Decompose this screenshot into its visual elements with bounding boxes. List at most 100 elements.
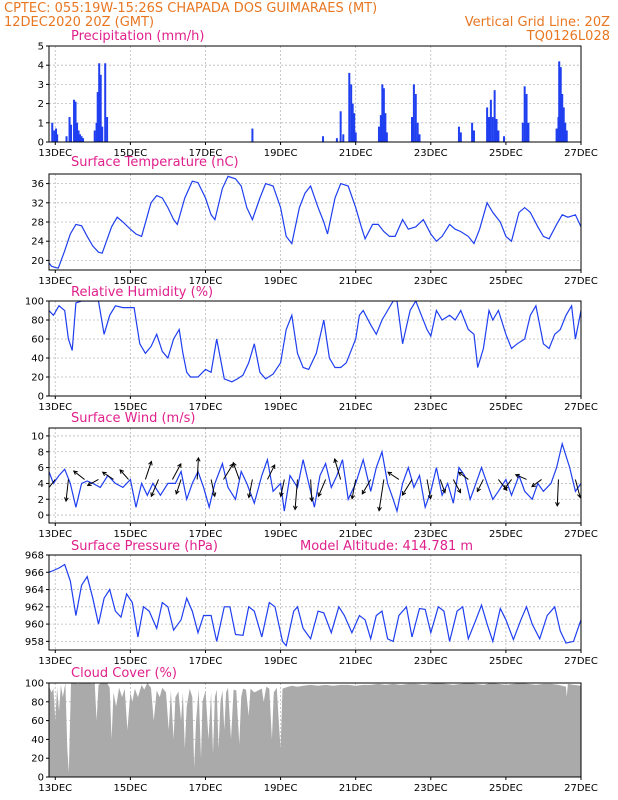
rh-panel: 0 20 40 60 80 100 13DEC 15DEC 17DEC 19DEC 21DEC 23D… (25, 285, 598, 413)
rh-plot (49, 301, 581, 383)
wind-arrow (150, 479, 159, 498)
pressure-xtick-label: 23DEC (414, 656, 448, 667)
wind-arrow-shaft (503, 479, 512, 490)
wind-arrow-head (555, 502, 560, 507)
wind-arrow (175, 479, 182, 495)
precip-bar (503, 136, 506, 142)
wind-arrow-head (101, 471, 107, 477)
precip-bar (384, 113, 387, 142)
wind-arrow-head (279, 492, 284, 498)
cloud-xtick-label: 15DEC (114, 783, 148, 794)
wind-arrow-head (175, 489, 180, 495)
precip-bar (379, 115, 382, 142)
wind-arrow-head (64, 497, 69, 503)
wind-arrow-head (177, 462, 182, 468)
rh-frame (48, 300, 582, 397)
precip-frame (48, 45, 582, 143)
temp-xtick-label: 23DEC (414, 276, 448, 287)
precip-bar (377, 126, 380, 142)
cloud-ytick-label: 40 (31, 735, 44, 746)
rh-ytick-label: 20 (31, 373, 44, 384)
rh-ytick-label: 80 (31, 316, 44, 327)
rh-xtick-label: 27DEC (564, 402, 598, 413)
chart-header: CPTEC: 055:19W-15:26S CHAPADA DOS GUIMAR… (4, 1, 610, 44)
wind-arrow-shaft (119, 469, 129, 480)
pressure-xtick-label: 25DEC (489, 656, 523, 667)
cloud-ytick-label: 100 (25, 679, 44, 690)
wind-arrow-shaft (223, 463, 234, 480)
wind-arrow-shaft (150, 479, 159, 497)
wind-arrow-shaft (426, 479, 432, 499)
wind-arrow (531, 479, 542, 488)
precip-bar (486, 107, 489, 142)
pressure-title: Surface Pressure (hPa) (71, 539, 218, 554)
rh-ytick-label: 100 (25, 297, 44, 308)
rh-xtick-label: 19DEC (264, 402, 298, 413)
precip-bar (565, 130, 568, 142)
chart-panels: 0 1 2 3 4 5 13DEC 15DEC 17DEC 19DEC 21DEC 23DEC 25DE… (25, 29, 598, 794)
precip-bar (106, 117, 109, 142)
wind-arrow-shaft (556, 479, 559, 506)
wind-arrow-head (119, 469, 125, 474)
wind-arrow-shaft (102, 471, 114, 480)
rh-xtick-label: 23DEC (414, 402, 448, 413)
precip-bar (93, 130, 96, 142)
wind-arrow-head (503, 485, 509, 490)
temp-panel: 20 24 28 32 36 13DEC 15DEC 17DEC 19DEC 21DEC 23DEC… (31, 155, 598, 287)
precip-bar (416, 122, 419, 142)
header-station: CPTEC: 055:19W-15:26S CHAPADA DOS GUIMAR… (4, 1, 377, 16)
precip-bar (350, 84, 353, 142)
wind-arrow-shaft (280, 479, 285, 497)
precip-bar (558, 61, 561, 142)
precip-bar (322, 136, 325, 142)
precip-bar (472, 130, 475, 142)
precip-bar (342, 134, 345, 142)
cloud-xtick-label: 23DEC (414, 783, 448, 794)
wind-arrow (555, 479, 560, 507)
wind-arrow-shaft (294, 479, 298, 510)
wind-arrow-head (333, 458, 338, 464)
pressure-ytick-label: 958 (25, 637, 44, 648)
precip-bar (521, 122, 524, 142)
precip-bar (74, 101, 77, 142)
wind-arrow-shaft (196, 457, 199, 480)
precip-ytick-label: 2 (38, 99, 44, 110)
precip-ytick-label: 0 (38, 138, 44, 149)
pressure-xtick-label: 17DEC (189, 656, 223, 667)
precip-ytick-label: 4 (38, 61, 44, 72)
wind-arrow-shaft (210, 479, 216, 497)
wind-arrow-shaft (248, 479, 253, 498)
wind-xtick-label: 13DEC (38, 529, 72, 540)
wind-arrow-head (441, 488, 447, 494)
cloud-xtick-label: 13DEC (38, 783, 72, 794)
wind-arrow-shaft (175, 479, 182, 495)
precip-bar (457, 126, 460, 142)
temp-series-line (49, 175, 581, 269)
wind-arrow-head (292, 505, 298, 511)
wind-arrow-shaft (73, 470, 85, 480)
wind-arrow-head (317, 492, 322, 498)
pressure-xtick-label: 13DEC (38, 656, 72, 667)
wind-xtick-label: 17DEC (189, 529, 223, 540)
wind-arrow (64, 479, 69, 503)
cloud-xtick-label: 27DEC (564, 783, 598, 794)
precip-bar (351, 103, 354, 142)
precip-bar (251, 128, 254, 142)
precip-bar (418, 134, 421, 142)
precip-bar (412, 84, 415, 142)
wind-frame (48, 427, 582, 524)
rh-xtick-label: 25DEC (489, 402, 523, 413)
precip-bar (99, 74, 102, 142)
pressure-ytick-label: 968 (25, 551, 44, 562)
temp-xtick-label: 25DEC (489, 276, 523, 287)
wind-arrow-head (377, 506, 382, 512)
wind-arrow-shaft (378, 479, 385, 511)
precip-bar (487, 117, 490, 142)
wind-arrow (514, 473, 527, 480)
wind-arrow-head (247, 493, 252, 499)
precip-bar (382, 88, 385, 142)
cloud-xtick-label: 19DEC (264, 783, 298, 794)
precip-bar (96, 92, 99, 142)
wind-arrow-shaft (266, 464, 276, 480)
wind-title: Surface Wind (m/s) (71, 411, 195, 426)
